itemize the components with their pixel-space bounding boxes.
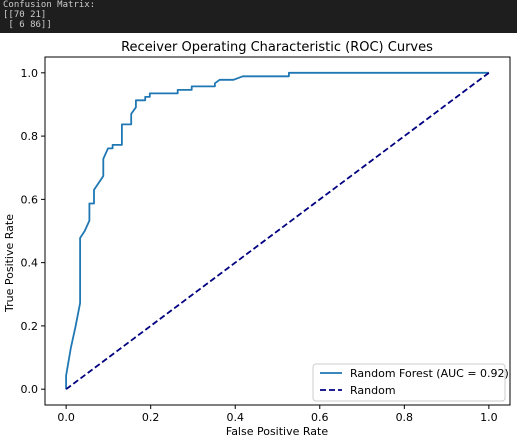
y-tick-label: 0.4 (21, 257, 39, 270)
x-tick-label: 0.0 (57, 411, 75, 424)
random-forest-roc-line (65, 71, 489, 390)
y-tick-label: 0.2 (21, 320, 39, 333)
y-tick-label: 0.0 (21, 383, 39, 396)
legend-entry-random-forest: Random Forest (AUC = 0.92) (350, 367, 509, 380)
y-tick-label: 1.0 (21, 67, 39, 80)
y-axis-label: True Positive Rate (3, 214, 16, 313)
y-axis: 0.0 0.2 0.4 0.6 0.8 1.0 (21, 67, 45, 396)
legend-entry-random: Random (350, 384, 396, 397)
console-output: Confusion Matrix: [[70 21] [ 6 86]] (0, 0, 517, 33)
legend-box (312, 363, 506, 402)
chart-title: Receiver Operating Characteristic (ROC) … (121, 40, 433, 55)
console-line: [[70 21] (3, 10, 47, 20)
series-layer (65, 71, 490, 390)
y-tick-label: 0.8 (21, 130, 39, 143)
console-line: Confusion Matrix: (3, 0, 96, 10)
x-tick-label: 0.2 (142, 411, 160, 424)
random-baseline-line (65, 72, 490, 390)
x-axis: 0.0 0.2 0.4 0.6 0.8 1.0 (57, 405, 498, 424)
x-tick-label: 1.0 (480, 411, 498, 424)
roc-chart: Receiver Operating Characteristic (ROC) … (3, 40, 511, 438)
x-tick-label: 0.4 (226, 411, 244, 424)
x-tick-label: 0.8 (396, 411, 414, 424)
console-line: [ 6 86]] (3, 20, 52, 30)
legend: Random Forest (AUC = 0.92) Random (312, 363, 509, 402)
y-tick-label: 0.6 (21, 193, 39, 206)
x-axis-label: False Positive Rate (226, 425, 328, 438)
x-tick-label: 0.6 (311, 411, 329, 424)
